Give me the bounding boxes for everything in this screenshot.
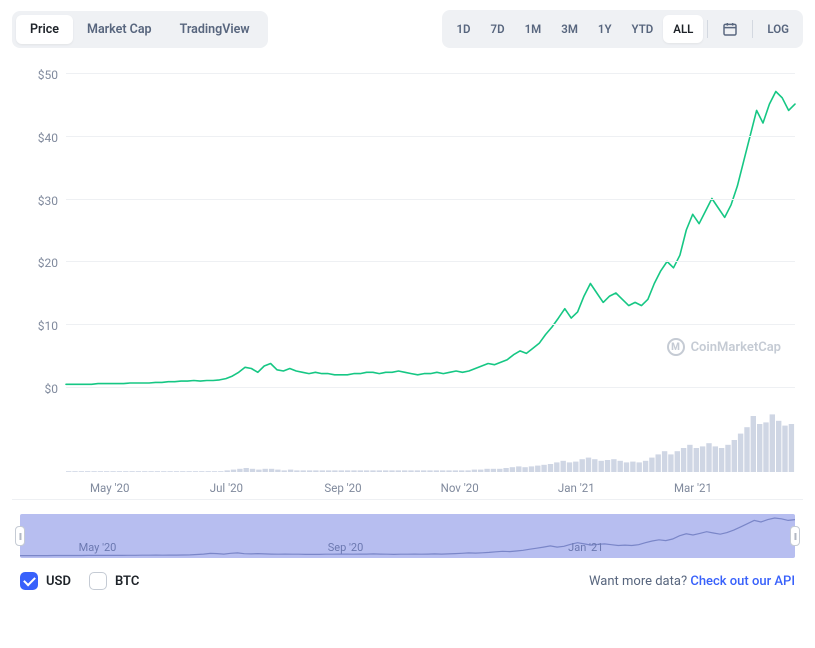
checkbox-icon [20, 572, 38, 590]
chart-plot[interactable]: M CoinMarketCap [66, 60, 795, 472]
time-range-tabs: 1D7D1M3M1YYTDALL LOG [442, 10, 803, 48]
calendar-icon [722, 21, 738, 37]
range-1m[interactable]: 1M [515, 15, 552, 43]
range-7d[interactable]: 7D [481, 15, 515, 43]
tab-price[interactable]: Price [16, 15, 73, 44]
x-tick-label: Mar '21 [674, 481, 712, 495]
brush-mini-chart [20, 514, 795, 558]
log-toggle[interactable]: LOG [757, 15, 799, 43]
time-brush[interactable]: || || May '20Sep '20Jan '21 [20, 514, 795, 558]
currency-label: USD [46, 574, 71, 589]
x-tick-label: May '20 [90, 481, 129, 495]
y-tick-label: $30 [38, 194, 58, 208]
x-tick-label: Jan '21 [558, 481, 595, 495]
currency-toggle-usd[interactable]: USD [20, 572, 71, 590]
brush-tick-label: Jan '21 [568, 541, 603, 554]
checkbox-icon [89, 572, 107, 590]
metric-tabs: PriceMarket CapTradingView [12, 11, 268, 48]
y-axis: $0 $10 $20 $30 $40 $50 [12, 60, 66, 471]
x-tick-label: Nov '20 [441, 481, 479, 495]
api-cta: Want more data? Check out our API [589, 574, 795, 589]
y-tick-label: $40 [38, 131, 58, 145]
range-ytd[interactable]: YTD [622, 15, 664, 43]
x-tick-label: Sep '20 [324, 481, 361, 495]
currency-toggles: USD BTC [20, 572, 139, 590]
price-line [66, 60, 795, 400]
y-tick-label: $20 [38, 256, 58, 270]
tab-tradingview[interactable]: TradingView [166, 15, 264, 44]
range-1y[interactable]: 1Y [588, 15, 622, 43]
price-chart: $0 $10 $20 $30 $40 $50 M CoinMarketCap May '2… [12, 58, 803, 500]
y-tick-label: $50 [38, 68, 58, 82]
brush-tick-label: Sep '20 [328, 541, 364, 554]
cta-prefix: Want more data? [589, 574, 690, 589]
y-tick-label: $10 [38, 319, 58, 333]
brush-tick-label: May '20 [79, 541, 117, 554]
volume-bars [66, 408, 795, 472]
range-1d[interactable]: 1D [446, 15, 480, 43]
range-all[interactable]: ALL [663, 15, 703, 43]
date-picker-button[interactable] [712, 14, 748, 44]
currency-toggle-btc[interactable]: BTC [89, 572, 139, 590]
chart-toolbar: PriceMarket CapTradingView 1D7D1M3M1YYTD… [12, 10, 803, 48]
range-3m[interactable]: 3M [551, 15, 588, 43]
x-tick-label: Jul '20 [210, 481, 243, 495]
x-axis: May '20 Jul '20 Sep '20 Nov '20 Jan '21 Mar '… [66, 475, 795, 499]
api-link[interactable]: Check out our API [690, 574, 795, 589]
currency-label: BTC [115, 574, 139, 589]
y-tick-label: $0 [45, 382, 59, 396]
chart-footer: USD BTC Want more data? Check out our API [12, 558, 803, 590]
tab-market-cap[interactable]: Market Cap [73, 15, 166, 44]
